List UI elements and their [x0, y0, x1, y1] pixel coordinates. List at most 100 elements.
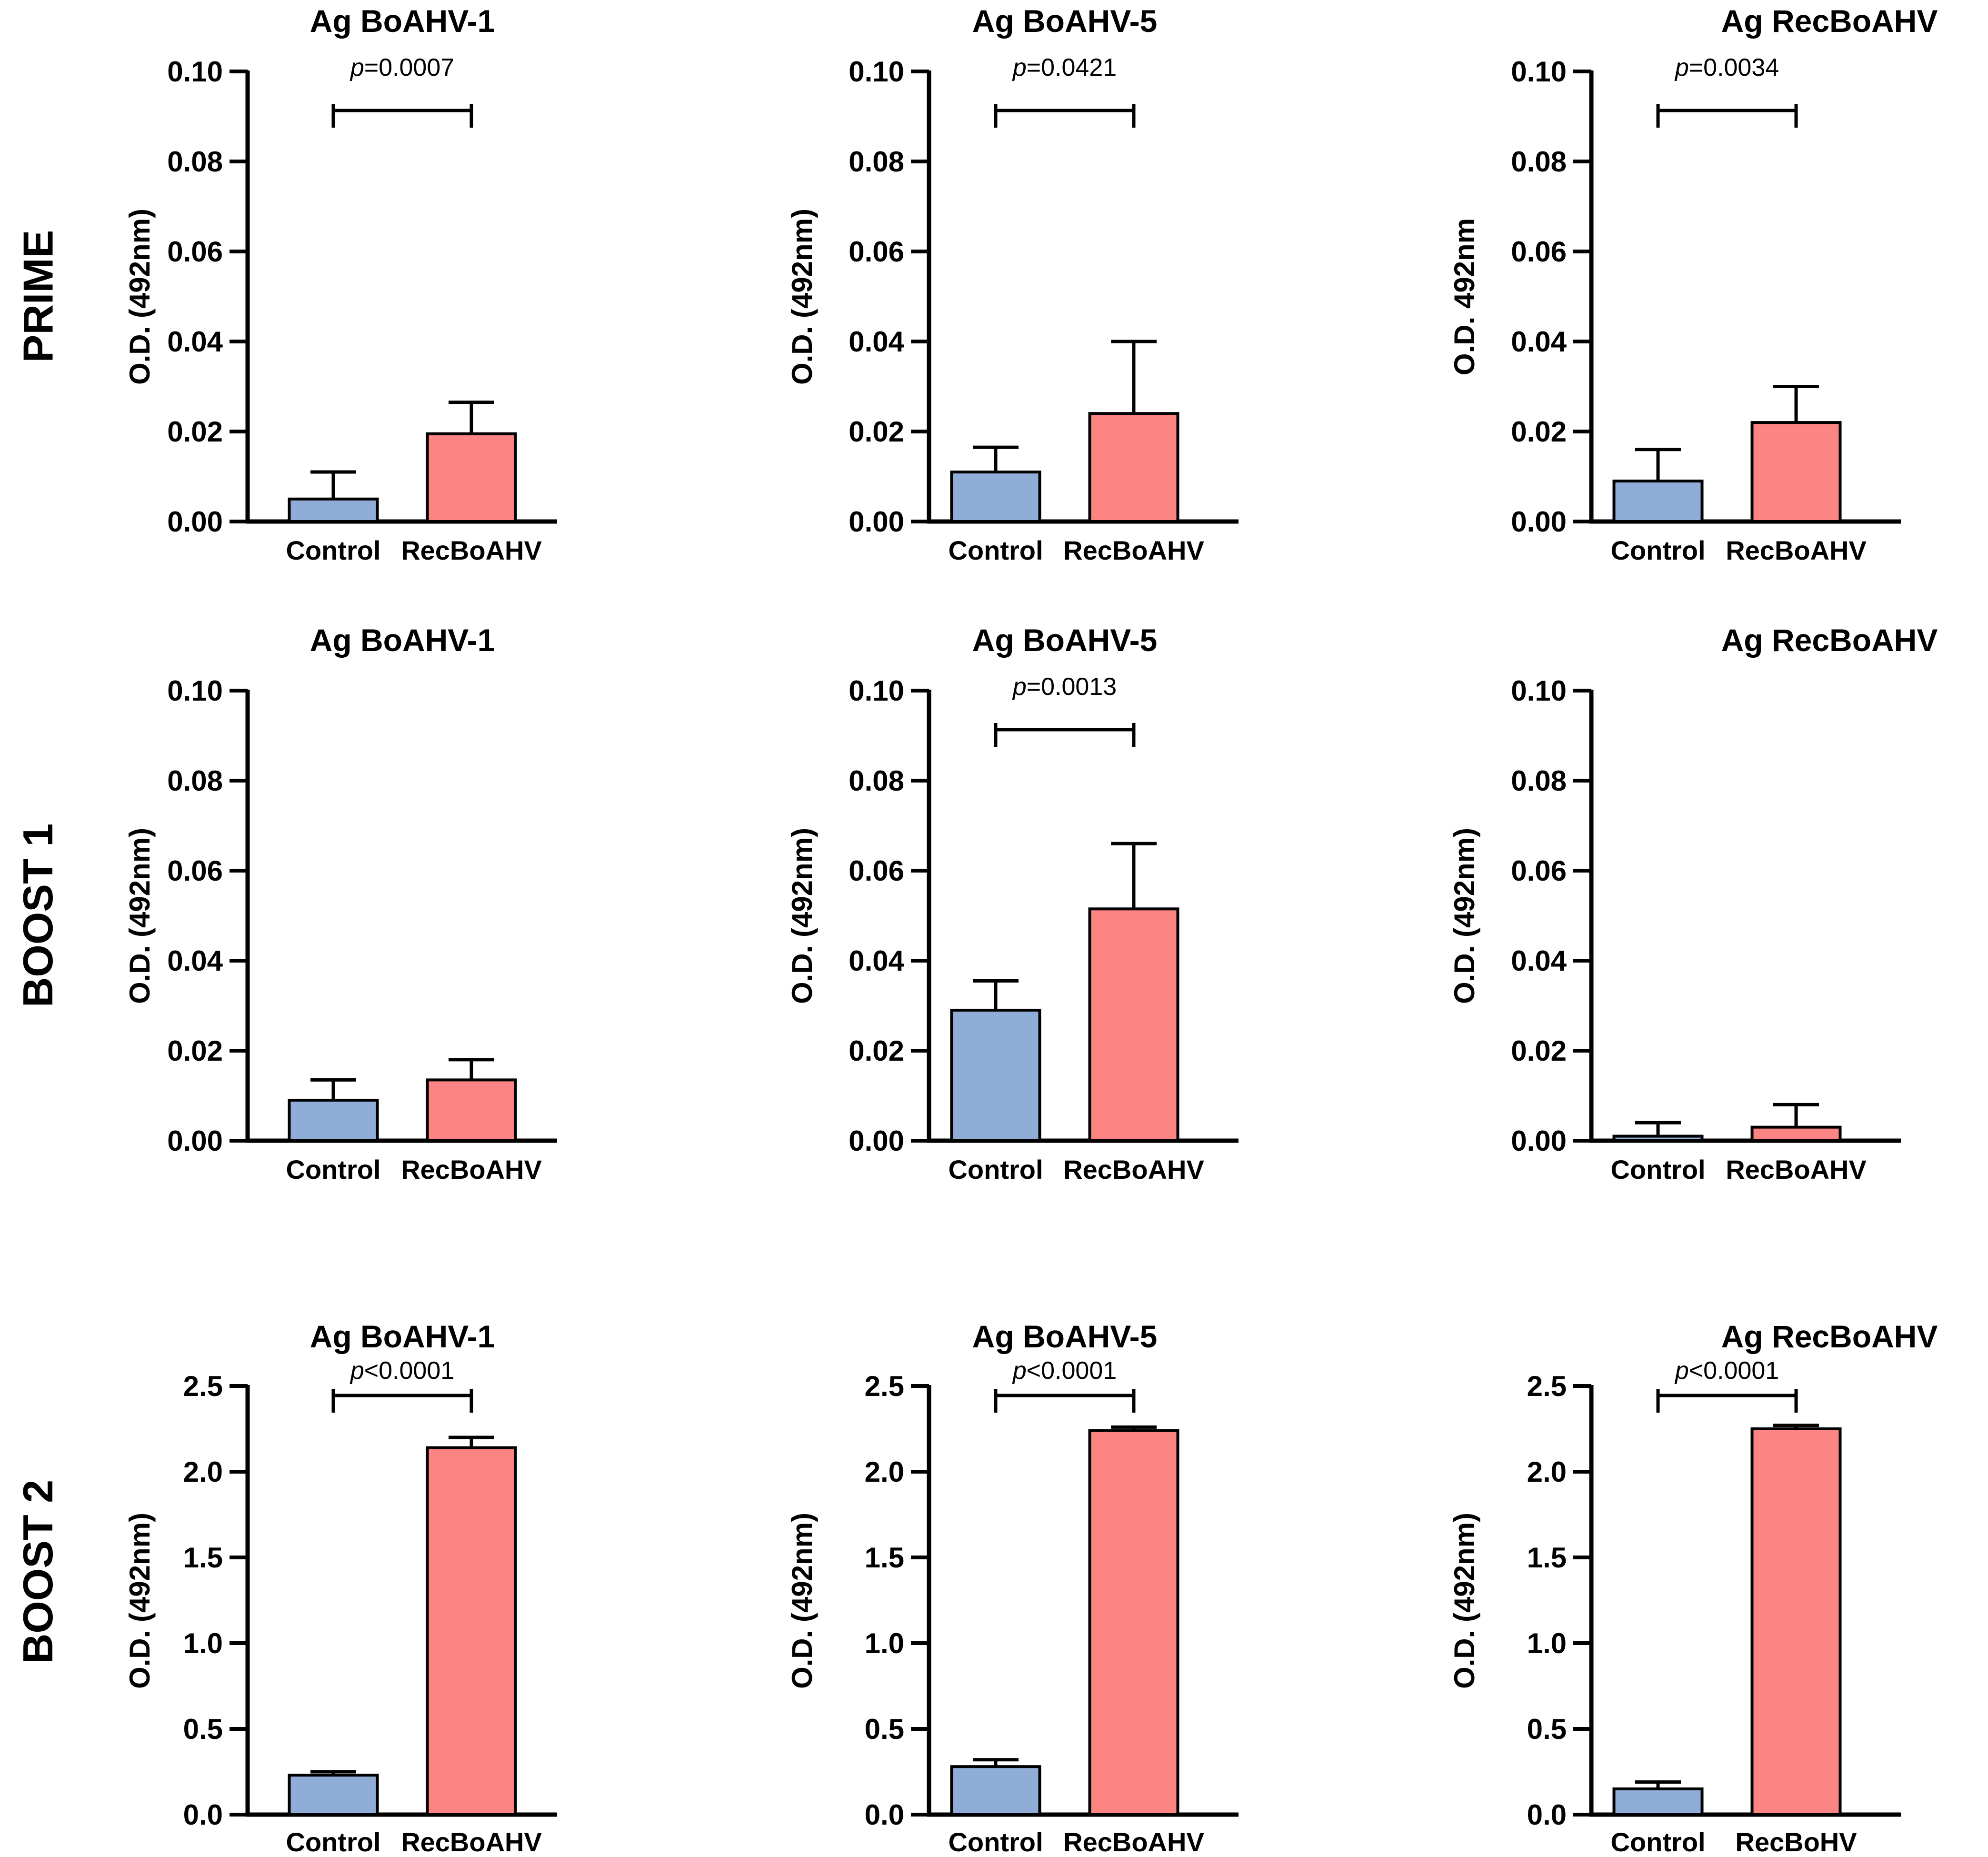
chart-title: Ag BoAHV-5: [972, 622, 1158, 658]
chart-title: Ag BoAHV-5: [972, 1319, 1158, 1354]
y-tick-label: 0.08: [849, 146, 904, 178]
y-tick-label: 0.02: [849, 416, 904, 448]
bar-plot: 0.00 0.02 0.04 0.06 0.08 0.10: [849, 675, 1239, 1157]
y-tick-label: 1.5: [1527, 1542, 1567, 1574]
recboahv-bar: [1088, 412, 1179, 523]
y-tick-label: 0.02: [849, 1035, 904, 1067]
y-tick-label: 0.06: [849, 236, 904, 268]
y-tick-label: 0.0: [865, 1799, 904, 1831]
y-tick-label: 0.00: [849, 1125, 904, 1157]
y-tick-label: 1.0: [1527, 1627, 1567, 1659]
y-tick-label: 0.06: [167, 855, 223, 887]
x-category-label-control: Control: [948, 535, 1043, 565]
bar-plot: 0.00 0.02 0.04 0.06 0.08 0.10: [1511, 675, 1901, 1157]
chart-title: Ag RecBoAHV: [1721, 622, 1938, 658]
y-tick-label: 0.0: [1527, 1799, 1567, 1831]
x-category-label-recboahv: RecBoAHV: [1063, 1827, 1204, 1857]
y-tick-label: 0.08: [167, 765, 223, 797]
y-tick-label: 0.00: [1511, 506, 1567, 538]
y-tick-label: 0.04: [849, 945, 904, 977]
y-tick-label: 0.00: [1511, 1125, 1567, 1157]
y-tick-label: 2.5: [183, 1370, 223, 1402]
recboahv-bar: [1750, 421, 1842, 523]
y-tick-label: 0.10: [849, 675, 904, 707]
y-tick-label: 1.0: [183, 1627, 223, 1659]
chart-title: Ag BoAHV-5: [972, 3, 1158, 39]
recboahv-bar: [426, 1446, 517, 1817]
x-category-label-control: Control: [286, 1827, 381, 1857]
y-tick-label: 2.0: [1527, 1456, 1567, 1488]
x-category-label-recboahv: RecBoAHV: [1063, 535, 1204, 565]
p-value-label: p<0.0001: [1675, 1357, 1779, 1385]
y-tick-label: 0.02: [167, 1035, 223, 1067]
y-tick-label: 0.02: [1511, 1035, 1567, 1067]
control-bar: [288, 497, 379, 523]
y-tick-label: 0.04: [167, 945, 223, 977]
x-category-label-control: Control: [1610, 1154, 1706, 1184]
y-axis-label: O.D. (492nm): [786, 208, 818, 385]
y-tick-label: 0.04: [849, 326, 904, 358]
bar-plot: 0.00 0.02 0.04 0.06 0.08 0.10: [167, 56, 557, 538]
y-tick-label: 0.10: [1511, 56, 1567, 88]
chart-boost2-ag-boahv1: 0.0 0.5 1.0 1.5 2.0 2.5 Ag BoAHV-1 p<0.0001 O…: [0, 1238, 662, 1857]
recboahv-bar: [1750, 1427, 1842, 1816]
y-axis-label: O.D. (492nm): [1449, 827, 1480, 1004]
y-tick-label: 1.5: [183, 1542, 223, 1574]
chart-boost1-ag-recboahv: 0.00 0.02 0.04 0.06 0.08 0.10 Ag RecBoAHV O.D…: [1325, 619, 1988, 1238]
chart-title: Ag RecBoAHV: [1721, 3, 1938, 39]
y-tick-label: 0.5: [1527, 1713, 1567, 1745]
y-tick-label: 0.10: [849, 56, 904, 88]
x-category-label-control: Control: [1610, 535, 1706, 565]
chart-title: Ag BoAHV-1: [310, 1319, 495, 1354]
bar-plot: 0.00 0.02 0.04 0.06 0.08 0.10: [849, 56, 1239, 538]
y-tick-label: 0.04: [1511, 945, 1567, 977]
control-bar: [950, 1765, 1041, 1816]
y-tick-label: 0.10: [167, 56, 223, 88]
y-tick-label: 0.10: [167, 675, 223, 707]
y-tick-label: 0.00: [167, 1125, 223, 1157]
x-category-label-recbohv: RecBoHV: [1735, 1827, 1857, 1857]
chart-title: Ag BoAHV-1: [310, 622, 495, 658]
control-bar: [288, 1098, 379, 1143]
y-axis-label: O.D. (492nm): [124, 1512, 156, 1689]
y-axis-label: O.D. (492nm): [786, 827, 818, 1004]
y-tick-label: 2.0: [183, 1456, 223, 1488]
y-tick-label: 0.06: [849, 855, 904, 887]
control-bar: [288, 1774, 379, 1816]
y-tick-label: 0.00: [167, 506, 223, 538]
bar-plot: 0.0 0.5 1.0 1.5 2.0 2.5: [183, 1370, 557, 1831]
chart-title: Ag RecBoAHV: [1721, 1319, 1938, 1354]
x-category-label-recboahv: RecBoAHV: [1726, 1154, 1867, 1184]
x-category-label-recboahv: RecBoAHV: [401, 1827, 542, 1857]
y-tick-label: 2.5: [865, 1370, 904, 1402]
chart-boost1-ag-boahv1: 0.00 0.02 0.04 0.06 0.08 0.10 Ag BoAHV-1 O.D.…: [0, 619, 662, 1238]
control-bar: [1612, 479, 1704, 523]
y-axis-label: O.D. (492nm): [786, 1512, 818, 1689]
x-category-label-recboahv: RecBoAHV: [401, 1154, 542, 1184]
y-axis-label: O.D. (492nm): [1449, 1512, 1480, 1689]
y-axis-label: O.D. (492nm): [124, 208, 156, 385]
bar-plot: 0.0 0.5 1.0 1.5 2.0 2.5: [865, 1370, 1239, 1831]
bar-plot: 0.00 0.02 0.04 0.06 0.08 0.10: [1511, 56, 1901, 538]
y-tick-label: 2.0: [865, 1456, 904, 1488]
y-tick-label: 0.08: [1511, 765, 1567, 797]
p-value-label: p=0.0034: [1675, 54, 1779, 81]
control-bar: [1612, 1134, 1704, 1143]
y-tick-label: 0.04: [167, 326, 223, 358]
y-tick-label: 0.00: [849, 506, 904, 538]
y-tick-label: 0.06: [167, 236, 223, 268]
recboahv-bar: [1750, 1125, 1842, 1143]
recboahv-bar: [1088, 907, 1179, 1142]
y-tick-label: 0.10: [1511, 675, 1567, 707]
x-category-label-recboahv: RecBoAHV: [401, 535, 542, 565]
y-tick-label: 0.04: [1511, 326, 1567, 358]
recboahv-bar: [426, 1078, 517, 1142]
x-category-label-control: Control: [286, 535, 381, 565]
y-tick-label: 0.06: [1511, 855, 1567, 887]
y-tick-label: 0.5: [865, 1713, 904, 1745]
recboahv-bar: [426, 432, 517, 523]
p-value-label: p<0.0001: [1012, 1357, 1117, 1385]
y-tick-label: 0.02: [1511, 416, 1567, 448]
y-tick-label: 0.08: [849, 765, 904, 797]
